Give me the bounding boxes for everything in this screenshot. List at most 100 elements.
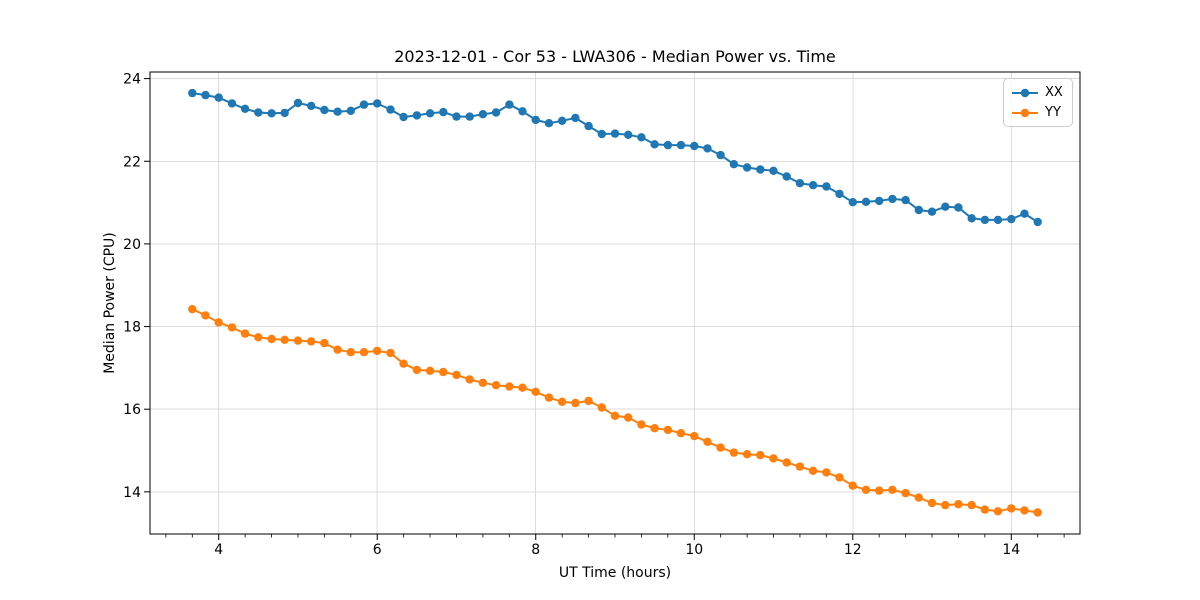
x-tick-label: 12	[844, 542, 862, 558]
data-point-XX	[307, 101, 316, 111]
data-point-XX	[729, 160, 739, 169]
data-point-YY	[518, 383, 527, 392]
legend-label: YY	[1045, 105, 1061, 120]
data-point-XX	[544, 119, 554, 128]
data-point-YY	[782, 458, 791, 467]
data-point-XX	[716, 150, 725, 160]
data-point-XX	[756, 165, 765, 174]
data-point-XX	[597, 129, 606, 139]
data-point-XX	[1020, 209, 1029, 218]
data-point-YY	[914, 493, 923, 502]
data-point-YY	[227, 323, 237, 332]
data-point-YY	[835, 473, 844, 482]
data-point-XX	[835, 189, 844, 199]
data-point-XX	[254, 108, 263, 117]
data-point-XX	[518, 107, 527, 116]
data-point-XX	[359, 100, 369, 109]
data-point-XX	[584, 121, 593, 131]
series-line-YY	[191, 308, 1038, 514]
y-tick-label: 16	[123, 402, 141, 418]
data-point-YY	[452, 370, 461, 380]
data-point-XX	[703, 144, 712, 153]
y-axis-label: Median Power (CPU)	[102, 232, 118, 374]
data-point-YY	[214, 318, 223, 327]
data-point-YY	[307, 337, 316, 346]
data-point-XX	[531, 115, 540, 125]
data-point-YY	[954, 500, 963, 509]
data-point-XX	[663, 140, 673, 150]
data-point-XX	[557, 116, 567, 126]
data-point-XX	[861, 197, 871, 206]
data-point-YY	[703, 437, 712, 446]
data-point-XX	[795, 179, 805, 188]
data-point-XX	[782, 172, 791, 181]
y-tick-label: 18	[123, 320, 141, 336]
data-point-XX	[452, 112, 461, 121]
data-point-XX	[676, 140, 686, 150]
data-point-YY	[927, 498, 937, 508]
data-point-YY	[557, 397, 567, 406]
data-point-YY	[571, 398, 580, 408]
data-point-YY	[1033, 508, 1042, 517]
data-point-XX	[1033, 217, 1042, 227]
data-point-YY	[637, 420, 646, 429]
x-tick-label: 6	[373, 542, 382, 558]
axes-frame	[149, 71, 1081, 535]
data-point-XX	[320, 105, 329, 115]
data-point-YY	[425, 366, 435, 375]
data-point-YY	[267, 334, 276, 344]
series-line-XX	[192, 92, 1039, 223]
data-point-XX	[439, 107, 448, 117]
data-point-YY	[188, 305, 197, 314]
data-point-YY	[716, 443, 725, 452]
legend: XX YY	[1003, 78, 1073, 127]
data-point-XX	[637, 133, 646, 142]
data-point-XX	[848, 198, 857, 207]
data-point-XX	[346, 106, 355, 116]
data-point-XX	[425, 109, 435, 118]
data-point-XX	[967, 214, 976, 223]
data-point-YY	[333, 345, 342, 354]
data-point-YY	[663, 425, 673, 435]
data-point-XX	[1007, 214, 1016, 224]
data-point-XX	[901, 195, 910, 205]
data-point-YY	[399, 359, 408, 368]
data-point-YY	[795, 462, 805, 471]
x-axis-label: UT Time (hours)	[558, 565, 672, 581]
data-point-YY	[624, 413, 633, 422]
data-point-XX	[214, 93, 223, 102]
data-point-YY	[201, 311, 210, 320]
data-point-XX	[399, 112, 408, 122]
x-tick-label: 10	[685, 542, 703, 558]
data-point-XX	[201, 90, 210, 100]
data-point-YY	[491, 381, 501, 390]
data-point-XX	[491, 108, 501, 117]
data-point-YY	[505, 382, 514, 391]
data-point-YY	[888, 485, 897, 494]
data-point-YY	[478, 378, 488, 387]
data-point-XX	[954, 203, 963, 212]
data-point-XX	[980, 215, 990, 225]
data-point-YY	[465, 375, 474, 384]
data-point-YY	[439, 367, 448, 377]
data-point-YY	[742, 450, 752, 459]
data-point-XX	[808, 181, 818, 190]
data-point-YY	[359, 348, 369, 357]
legend-label: XX	[1045, 85, 1063, 100]
x-tick-label: 4	[214, 542, 223, 558]
data-point-XX	[240, 104, 250, 114]
data-point-YY	[861, 485, 871, 494]
data-point-YY	[240, 329, 250, 338]
data-point-XX	[914, 205, 923, 215]
data-point-XX	[465, 112, 474, 121]
data-point-YY	[373, 346, 382, 356]
data-point-YY	[822, 468, 831, 477]
y-tick-label: 20	[123, 237, 141, 253]
data-point-XX	[333, 107, 342, 116]
data-point-YY	[993, 507, 1003, 516]
data-point-YY	[320, 338, 329, 348]
y-tick-label: 24	[123, 72, 141, 88]
data-point-XX	[690, 141, 699, 151]
